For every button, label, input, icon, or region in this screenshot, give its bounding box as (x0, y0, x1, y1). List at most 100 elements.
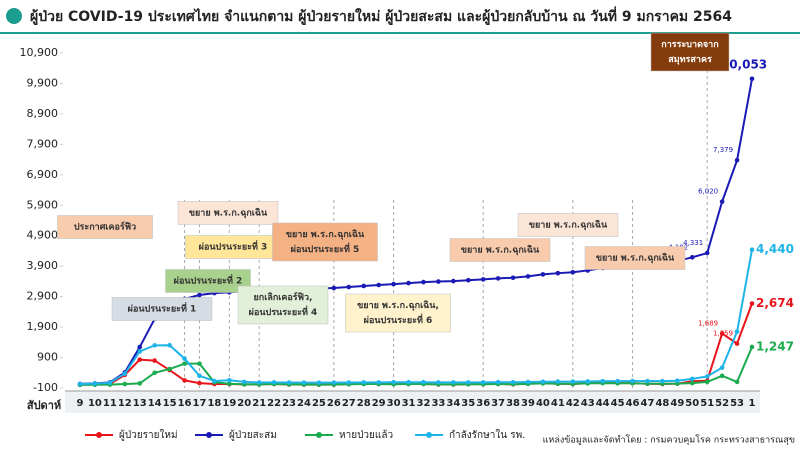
point (137, 344, 143, 350)
y-tick-label: 7,900 (27, 137, 59, 150)
x-tick-label: 39 (521, 398, 535, 409)
annotation-text: ขยาย พ.ร.ก.ฉุกเฉิน (529, 220, 608, 231)
point (660, 378, 665, 384)
x-tick-label: 30 (387, 398, 401, 409)
legend-label: ผู้ป่วยสะสม (229, 429, 277, 441)
source: แหล่งข้อมูลและจัดทำโดย : กรมควบคุมโรค กร… (543, 435, 795, 446)
y-tick-label: 1,900 (27, 320, 59, 333)
data-label: 6,020 (698, 188, 718, 196)
annotation-text: ประกาศเคอร์ฟิว (74, 221, 136, 233)
x-tick-label: 36 (476, 398, 490, 409)
annotation-text: ผ่อนปรนระยะที่ 6 (364, 313, 433, 326)
point (406, 280, 411, 286)
legend-label: กำลังรักษาใน รพ. (449, 429, 525, 441)
point (167, 366, 172, 372)
x-tick-label: 19 (222, 398, 236, 409)
point (585, 379, 591, 384)
point (615, 378, 620, 384)
x-tick-label: 45 (611, 398, 625, 409)
point (495, 379, 501, 385)
point (361, 283, 367, 289)
point (704, 374, 710, 379)
point (719, 365, 725, 370)
x-tick-label: 9 (77, 398, 84, 409)
point (197, 380, 202, 386)
series-line (79, 249, 753, 386)
point (137, 357, 143, 362)
annotation-text: ผ่อนปรนระยะที่ 3 (199, 240, 268, 253)
point (271, 380, 277, 385)
annotation-text: ผ่อนปรนระยะที่ 5 (291, 242, 360, 255)
x-tick-label: 40 (536, 398, 550, 409)
point (182, 361, 187, 366)
annotation-text: ยกเลิกเคอร์ฟิว, (254, 291, 313, 303)
legend-marker (206, 432, 212, 438)
point (719, 199, 725, 204)
annotation-text: ขยาย พ.ร.ก.ฉุกเฉิน, (357, 300, 439, 311)
x-tick-label: 37 (491, 398, 505, 409)
x-tick-label: 51 (700, 398, 714, 409)
y-tick-label: 5,900 (27, 198, 59, 211)
annotation-text: สมุทรสาคร (668, 55, 712, 65)
annotation-box (650, 32, 730, 72)
data-label: 7,379 (713, 146, 733, 154)
point (331, 380, 337, 385)
x-tick-label: 35 (461, 398, 475, 409)
point (525, 379, 531, 385)
y-tick-label: 3,900 (27, 259, 59, 272)
point (301, 380, 307, 385)
y-tick-label: 6,900 (27, 168, 59, 181)
point (689, 376, 695, 382)
data-label: 10,053 (721, 57, 767, 71)
point (555, 379, 561, 384)
point (704, 379, 710, 385)
point (331, 285, 337, 291)
legend-label: ผู้ป่วยรายใหม่ (119, 429, 178, 441)
legend-marker (96, 432, 102, 438)
x-tick-label: 42 (566, 398, 580, 409)
annotation-box (237, 285, 329, 325)
x-tick-label: 20 (237, 398, 251, 409)
x-tick-label: 21 (252, 398, 266, 409)
point (122, 381, 128, 387)
x-tick-label: 27 (342, 398, 356, 409)
point (122, 371, 128, 376)
point (749, 247, 755, 253)
legend-marker (316, 432, 322, 438)
annotation-text: ขยาย พ.ร.ก.ฉุกเฉิน (596, 253, 675, 264)
point (704, 250, 710, 256)
x-tick-label: 48 (655, 398, 669, 409)
point (734, 329, 740, 334)
annotation-text: ผ่อนปรนระยะที่ 4 (249, 305, 318, 318)
point (540, 272, 546, 277)
data-label: 1,689 (698, 320, 718, 328)
point (540, 379, 546, 385)
x-tick-label: 14 (148, 398, 162, 409)
point (675, 378, 680, 383)
x-tick-label: 33 (431, 398, 445, 409)
x-tick-label: 34 (446, 398, 460, 409)
point (376, 380, 381, 385)
legend-label: หายป่วยแล้ว (339, 429, 393, 441)
x-tick-label: 10 (88, 398, 102, 409)
point (391, 379, 396, 385)
data-label: 4,331 (683, 239, 703, 247)
annotation-text: ผ่อนปรนระยะที่ 2 (174, 274, 243, 287)
point (436, 279, 441, 284)
point (719, 331, 725, 336)
x-tick-label: 50 (685, 398, 699, 409)
annotation-box (517, 213, 619, 237)
x-tick-label: 49 (670, 398, 684, 409)
point (749, 76, 755, 82)
point (241, 379, 247, 385)
x-tick-label: 26 (327, 398, 341, 409)
data-label: 1,359 (713, 330, 733, 338)
x-tick-label: 41 (551, 398, 565, 409)
point (137, 381, 143, 386)
x-tick-label: 28 (357, 398, 371, 409)
y-tick-label: 8,900 (27, 107, 59, 120)
x-tick-label: 16 (178, 398, 192, 409)
point (451, 278, 456, 284)
point (406, 379, 411, 385)
